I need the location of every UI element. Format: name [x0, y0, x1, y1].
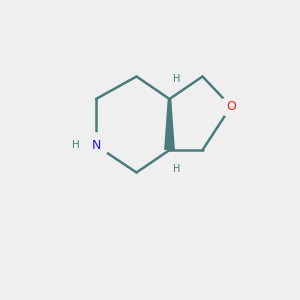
Text: N: N: [91, 139, 101, 152]
Text: H: H: [173, 74, 181, 85]
Text: H: H: [72, 140, 80, 151]
Circle shape: [83, 133, 109, 158]
Polygon shape: [164, 99, 175, 150]
Text: H: H: [173, 164, 181, 175]
Text: O: O: [226, 100, 236, 113]
Circle shape: [220, 96, 242, 117]
